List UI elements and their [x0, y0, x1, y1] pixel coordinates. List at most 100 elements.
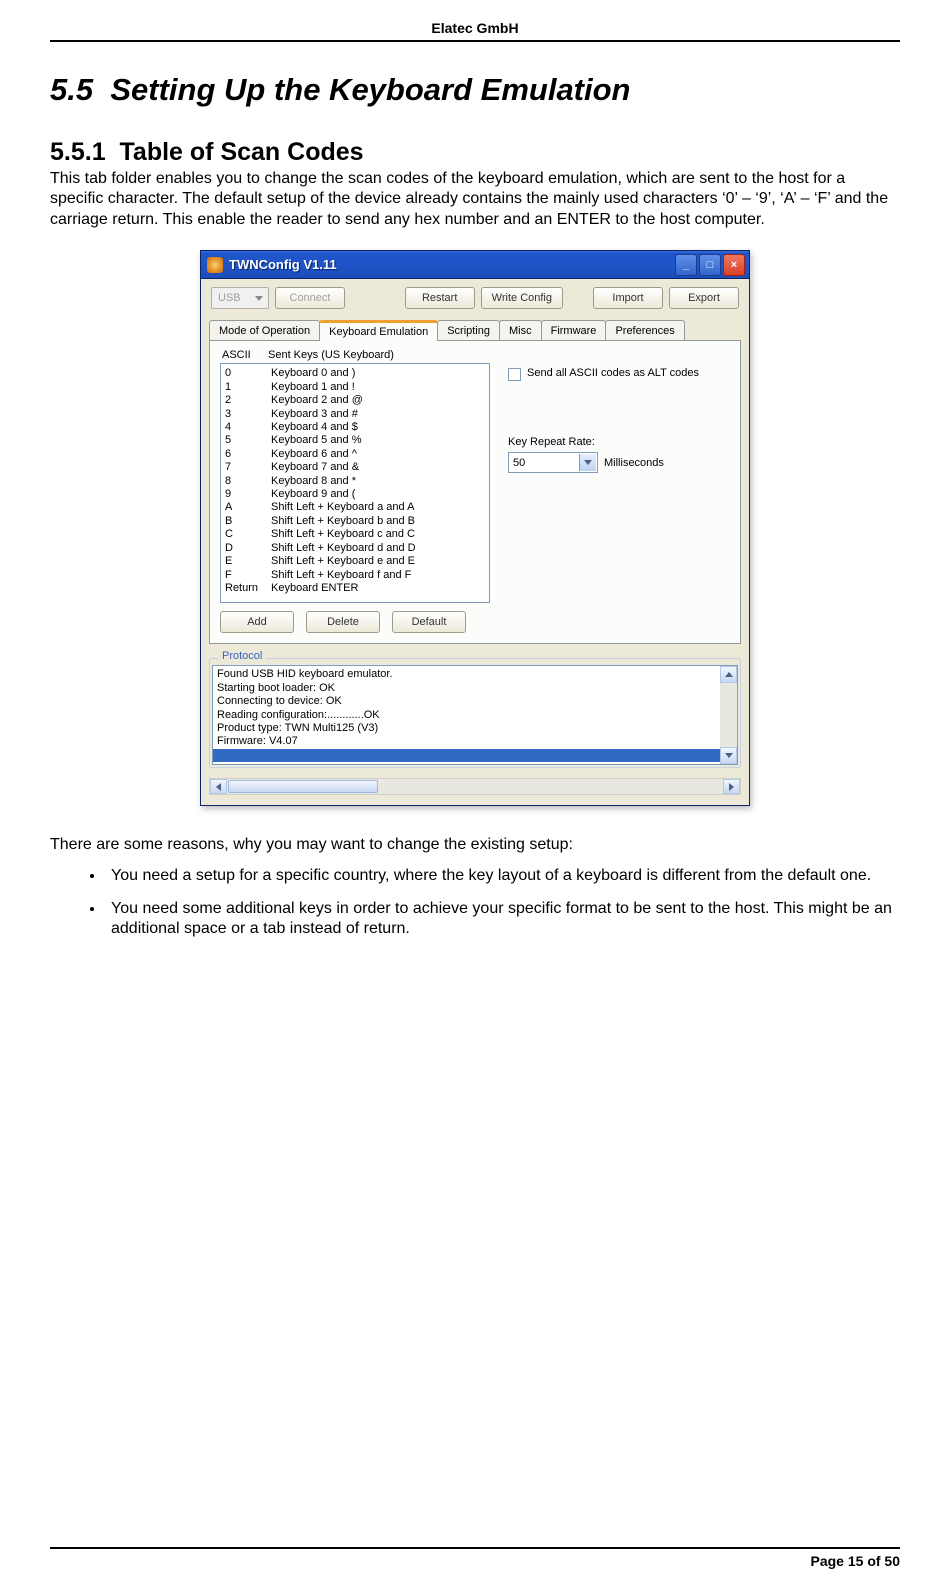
- key-repeat-label: Key Repeat Rate:: [508, 436, 730, 448]
- list-item[interactable]: FShift Left + Keyboard f and F: [225, 569, 485, 582]
- list-item-ascii: 7: [225, 461, 271, 474]
- toolbar: USB Connect Restart Write Config Import …: [201, 279, 749, 315]
- tab-body: ASCII Sent Keys (US Keyboard) 0Keyboard …: [209, 340, 741, 644]
- list-item-ascii: D: [225, 542, 271, 555]
- list-item-ascii: 1: [225, 381, 271, 394]
- add-button[interactable]: Add: [220, 611, 294, 633]
- protocol-textbox[interactable]: Found USB HID keyboard emulator.Starting…: [212, 665, 738, 765]
- list-item[interactable]: 8Keyboard 8 and *: [225, 475, 485, 488]
- connect-button[interactable]: Connect: [275, 287, 345, 309]
- list-item-keys: Shift Left + Keyboard f and F: [271, 569, 411, 582]
- horizontal-scrollbar[interactable]: [209, 778, 741, 795]
- list-item-keys: Shift Left + Keyboard d and D: [271, 542, 416, 555]
- section-number: 5.5: [50, 72, 93, 107]
- list-item[interactable]: 5Keyboard 5 and %: [225, 434, 485, 447]
- tab-preferences[interactable]: Preferences: [605, 320, 684, 341]
- list-item-keys: Shift Left + Keyboard c and C: [271, 528, 415, 541]
- protocol-line: Starting boot loader: OK: [217, 682, 733, 695]
- list-header: ASCII Sent Keys (US Keyboard): [220, 349, 490, 361]
- scroll-track[interactable]: [720, 683, 737, 747]
- key-repeat-unit: Milliseconds: [604, 457, 664, 469]
- list-item[interactable]: 4Keyboard 4 and $: [225, 421, 485, 434]
- vertical-scrollbar[interactable]: [720, 666, 737, 764]
- list-item[interactable]: 7Keyboard 7 and &: [225, 461, 485, 474]
- list-item-ascii: 3: [225, 408, 271, 421]
- list-item-ascii: 2: [225, 394, 271, 407]
- app-icon: [207, 257, 223, 273]
- list-item[interactable]: 2Keyboard 2 and @: [225, 394, 485, 407]
- tab-keyboard-emulation[interactable]: Keyboard Emulation: [319, 320, 438, 341]
- list-item[interactable]: AShift Left + Keyboard a and A: [225, 501, 485, 514]
- window-title: TWNConfig V1.11: [229, 257, 675, 272]
- list-item-ascii: 5: [225, 434, 271, 447]
- key-repeat-select[interactable]: 50: [508, 452, 598, 473]
- import-button[interactable]: Import: [593, 287, 663, 309]
- list-item-ascii: C: [225, 528, 271, 541]
- reasons-intro: There are some reasons, why you may want…: [50, 836, 900, 854]
- tab-scripting[interactable]: Scripting: [437, 320, 500, 341]
- list-item-keys: Shift Left + Keyboard e and E: [271, 555, 415, 568]
- list-item-ascii: 6: [225, 448, 271, 461]
- minimize-button[interactable]: _: [675, 254, 697, 276]
- list-item-ascii: B: [225, 515, 271, 528]
- export-button[interactable]: Export: [669, 287, 739, 309]
- list-item[interactable]: 1Keyboard 1 and !: [225, 381, 485, 394]
- protocol-line: Reading configuration:............OK: [217, 709, 733, 722]
- list-item[interactable]: 0Keyboard 0 and ): [225, 367, 485, 380]
- list-item-ascii: 8: [225, 475, 271, 488]
- maximize-button[interactable]: □: [699, 254, 721, 276]
- port-combo-value: USB: [218, 292, 241, 304]
- port-combo[interactable]: USB: [211, 287, 269, 309]
- titlebar[interactable]: TWNConfig V1.11 _ □ ×: [201, 251, 749, 279]
- section-heading: 5.5 Setting Up the Keyboard Emulation: [50, 72, 900, 108]
- list-item[interactable]: BShift Left + Keyboard b and B: [225, 515, 485, 528]
- list-item-keys: Keyboard 2 and @: [271, 394, 363, 407]
- list-item-keys: Shift Left + Keyboard a and A: [271, 501, 414, 514]
- list-item-ascii: A: [225, 501, 271, 514]
- scroll-right-icon[interactable]: [723, 779, 740, 794]
- list-item[interactable]: 6Keyboard 6 and ^: [225, 448, 485, 461]
- scroll-left-icon[interactable]: [210, 779, 227, 794]
- list-item-ascii: F: [225, 569, 271, 582]
- list-item-keys: Keyboard 0 and ): [271, 367, 355, 380]
- tab-misc[interactable]: Misc: [499, 320, 542, 341]
- scroll-thumb[interactable]: [228, 780, 378, 793]
- write-config-button[interactable]: Write Config: [481, 287, 563, 309]
- list-item[interactable]: CShift Left + Keyboard c and C: [225, 528, 485, 541]
- list-item[interactable]: 3Keyboard 3 and #: [225, 408, 485, 421]
- list-item-keys: Keyboard ENTER: [271, 582, 358, 595]
- list-item[interactable]: EShift Left + Keyboard e and E: [225, 555, 485, 568]
- subsection-number: 5.5.1: [50, 138, 106, 166]
- list-item-keys: Shift Left + Keyboard b and B: [271, 515, 415, 528]
- alt-codes-label: Send all ASCII codes as ALT codes: [527, 367, 699, 379]
- list-item-ascii: 9: [225, 488, 271, 501]
- alt-codes-checkbox[interactable]: Send all ASCII codes as ALT codes: [508, 367, 730, 381]
- list-item-keys: Keyboard 4 and $: [271, 421, 358, 434]
- tab-firmware[interactable]: Firmware: [541, 320, 607, 341]
- list-item-keys: Keyboard 5 and %: [271, 434, 362, 447]
- list-item[interactable]: DShift Left + Keyboard d and D: [225, 542, 485, 555]
- scroll-down-icon[interactable]: [720, 747, 737, 764]
- app-window: TWNConfig V1.11 _ □ × USB Connect Restar…: [200, 250, 750, 806]
- restart-button[interactable]: Restart: [405, 287, 475, 309]
- list-item-ascii: Return: [225, 582, 271, 595]
- protocol-line: Connecting to device: OK: [217, 695, 733, 708]
- section-title: Setting Up the Keyboard Emulation: [110, 72, 630, 107]
- close-button[interactable]: ×: [723, 254, 745, 276]
- default-button[interactable]: Default: [392, 611, 466, 633]
- tab-mode-of-operation[interactable]: Mode of Operation: [209, 320, 320, 341]
- scroll-up-icon[interactable]: [720, 666, 737, 683]
- protocol-groupbox: Protocol Found USB HID keyboard emulator…: [209, 658, 741, 768]
- list-item: You need a setup for a specific country,…: [105, 866, 900, 886]
- list-item-keys: Keyboard 6 and ^: [271, 448, 357, 461]
- list-item[interactable]: 9Keyboard 9 and (: [225, 488, 485, 501]
- delete-button[interactable]: Delete: [306, 611, 380, 633]
- list-item-keys: Keyboard 3 and #: [271, 408, 358, 421]
- company-header: Elatec GmbH: [50, 20, 900, 42]
- list-item[interactable]: ReturnKeyboard ENTER: [225, 582, 485, 595]
- subsection-heading: 5.5.1 Table of Scan Codes: [50, 138, 900, 167]
- scan-codes-listbox[interactable]: 0Keyboard 0 and )1Keyboard 1 and !2Keybo…: [220, 363, 490, 603]
- list-item-ascii: E: [225, 555, 271, 568]
- protocol-line: Found USB HID keyboard emulator.: [217, 668, 733, 681]
- list-item-keys: Keyboard 9 and (: [271, 488, 355, 501]
